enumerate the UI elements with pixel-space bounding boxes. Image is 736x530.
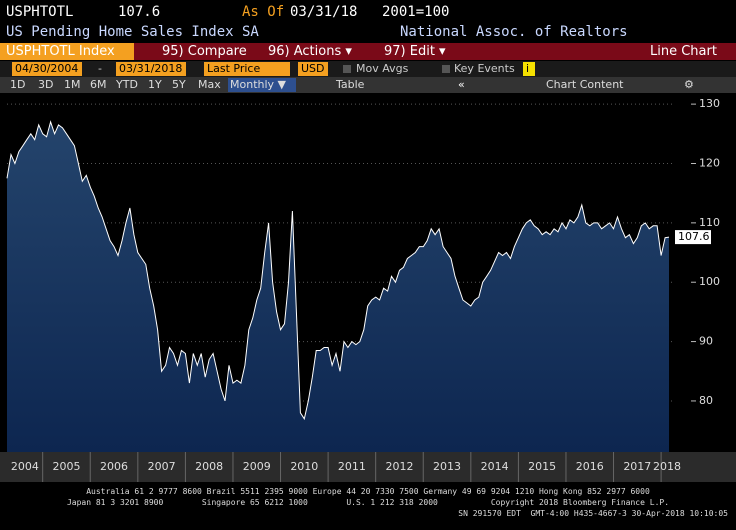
checkbox[interactable] bbox=[442, 65, 450, 73]
x-tick-label: 2017 bbox=[623, 460, 651, 473]
y-tick-label: 110 bbox=[699, 216, 720, 229]
range-button[interactable]: 5Y bbox=[172, 78, 186, 91]
mov-avgs[interactable]: Mov Avgs bbox=[356, 62, 409, 75]
range-button[interactable]: 1Y bbox=[148, 78, 162, 91]
controls-row: 04/30/2004 - 03/31/2018 Last Price USD M… bbox=[0, 61, 736, 77]
view-label: Line Chart bbox=[650, 44, 717, 59]
chart: 80 90 100 110 120 130 2004 2005 2006 2007 2008 2009… bbox=[0, 95, 736, 482]
start-date[interactable]: 04/30/2004 bbox=[12, 62, 82, 76]
menu-bar: USPHTOTL Index 95) Compare 96) Actions ▾… bbox=[0, 43, 736, 60]
x-tick-label: 2018 bbox=[653, 460, 681, 473]
toolbar: 1D 3D 1M 6M YTD 1Y 5Y Max Monthly ▼ Table « Cha… bbox=[0, 77, 736, 93]
footer-line: SN 291570 EDT GMT-4:00 H435-4667-3 30-Ap… bbox=[458, 509, 728, 518]
range-button[interactable]: 1M bbox=[64, 78, 81, 91]
currency-select[interactable]: USD bbox=[298, 62, 328, 76]
table-button[interactable]: Table bbox=[336, 78, 365, 91]
y-tick-label: 80 bbox=[699, 394, 713, 407]
last-value-label: 107.6 bbox=[678, 230, 710, 243]
y-tick-label: 90 bbox=[699, 335, 713, 348]
as-of-date: 03/31/18 bbox=[290, 4, 358, 20]
x-tick-label: 2007 bbox=[148, 460, 176, 473]
x-tick-label: 2016 bbox=[576, 460, 604, 473]
x-tick-label: 2012 bbox=[385, 460, 413, 473]
x-tick-label: 2008 bbox=[195, 460, 223, 473]
security-field[interactable]: USPHTOTL Index bbox=[0, 43, 134, 60]
range-button[interactable]: YTD bbox=[116, 78, 138, 91]
footer-line: Japan 81 3 3201 8900 Singapore 65 6212 1… bbox=[66, 498, 670, 507]
info-icon[interactable]: i bbox=[523, 62, 535, 76]
range-button[interactable]: 6M bbox=[90, 78, 107, 91]
area-fill bbox=[7, 121, 670, 453]
compare-button[interactable]: 95) Compare bbox=[162, 44, 247, 59]
key-events[interactable]: Key Events bbox=[454, 62, 515, 75]
actions-button[interactable]: 96) Actions ▾ bbox=[268, 44, 352, 59]
y-tick-label: 120 bbox=[699, 156, 720, 169]
x-tick-label: 2004 bbox=[11, 460, 39, 473]
x-tick-label: 2006 bbox=[100, 460, 128, 473]
x-tick-label: 2009 bbox=[243, 460, 271, 473]
end-date[interactable]: 03/31/2018 bbox=[116, 62, 186, 76]
x-tick-label: 2015 bbox=[528, 460, 556, 473]
price-line bbox=[6, 120, 670, 421]
range-button[interactable]: 1D bbox=[10, 78, 26, 91]
chart-content[interactable]: Chart Content bbox=[546, 78, 624, 91]
checkbox[interactable] bbox=[343, 65, 351, 73]
source: National Assoc. of Realtors bbox=[400, 24, 628, 40]
range-button[interactable]: 3D bbox=[38, 78, 54, 91]
x-tick-label: 2005 bbox=[52, 460, 80, 473]
footer-line: Australia 61 2 9777 8600 Brazil 5511 239… bbox=[86, 487, 650, 496]
ticker: USPHTOTL bbox=[6, 4, 74, 20]
last-value-box bbox=[675, 230, 711, 245]
base: 2001=100 bbox=[382, 4, 450, 20]
edit-button[interactable]: 97) Edit ▾ bbox=[384, 44, 446, 59]
x-tick-label: 2011 bbox=[338, 460, 366, 473]
x-tick-label: 2013 bbox=[433, 460, 461, 473]
settings-icon[interactable]: ⚙ bbox=[684, 78, 694, 91]
x-tick-label: 2014 bbox=[481, 460, 509, 473]
x-tick-label: 2010 bbox=[290, 460, 318, 473]
field-select[interactable]: Last Price bbox=[204, 62, 290, 76]
y-tick-label: 130 bbox=[699, 97, 720, 110]
collapse-icon[interactable]: « bbox=[458, 78, 465, 91]
range-button[interactable]: Max bbox=[198, 78, 221, 91]
date-dash: - bbox=[98, 62, 102, 75]
period-select[interactable]: Monthly ▼ bbox=[228, 78, 296, 92]
as-of-label: As Of bbox=[242, 4, 285, 20]
last-price: 107.6 bbox=[118, 4, 161, 20]
security-name: US Pending Home Sales Index SA bbox=[6, 24, 259, 40]
y-tick-label: 100 bbox=[699, 275, 720, 288]
